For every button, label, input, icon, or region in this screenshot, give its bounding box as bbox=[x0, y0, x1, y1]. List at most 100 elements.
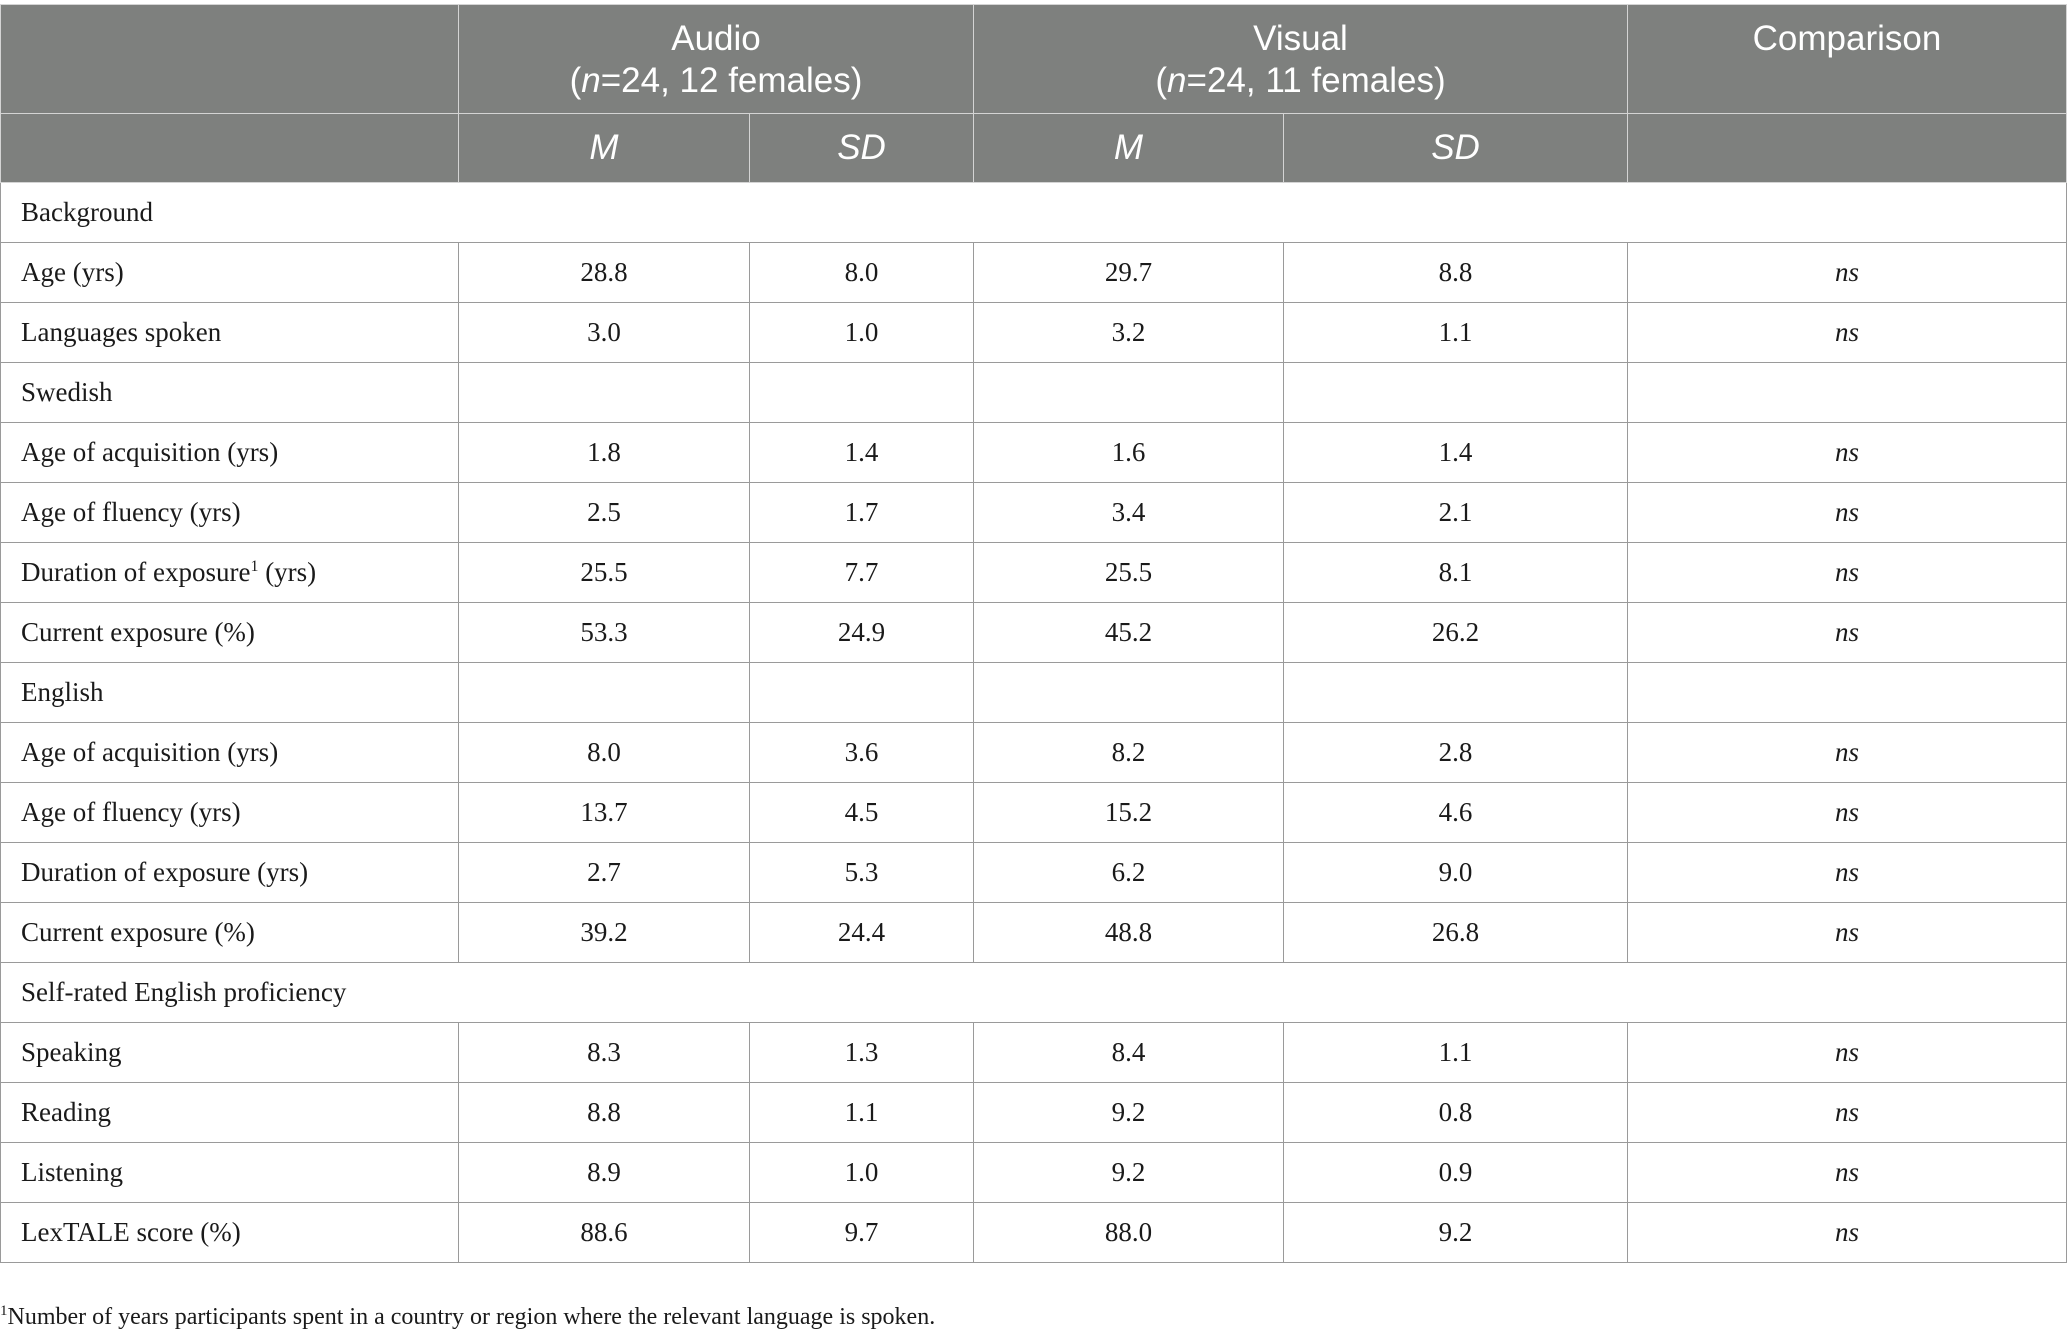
visual-sd-cell: 8.8 bbox=[1283, 242, 1628, 303]
row-label: Age of fluency (yrs) bbox=[0, 482, 459, 543]
audio-sd-cell: 9.7 bbox=[749, 1202, 974, 1263]
visual-sd-cell: 4.6 bbox=[1283, 782, 1628, 843]
table-row: Languages spoken 3.0 1.0 3.2 1.1 ns bbox=[0, 302, 2067, 363]
section-label: Swedish bbox=[0, 362, 459, 423]
audio-m-cell: 13.7 bbox=[458, 782, 750, 843]
audio-sd-cell bbox=[749, 662, 974, 723]
visual-m-cell: 3.2 bbox=[973, 302, 1284, 363]
section-label: English bbox=[0, 662, 459, 723]
comparison-cell: ns bbox=[1627, 242, 2067, 303]
comparison-cell: ns bbox=[1627, 302, 2067, 363]
audio-sd-cell bbox=[749, 362, 974, 423]
visual-m-cell: 8.2 bbox=[973, 722, 1284, 783]
audio-group-header: Audio (n=24, 12 females) bbox=[458, 4, 974, 114]
visual-sd-cell: 9.0 bbox=[1283, 842, 1628, 903]
table-row: Current exposure (%) 53.3 24.9 45.2 26.2 ns bbox=[0, 602, 2067, 663]
audio-sd-cell: 8.0 bbox=[749, 242, 974, 303]
comparison-cell: ns bbox=[1627, 1142, 2067, 1203]
comparison-cell: ns bbox=[1627, 842, 2067, 903]
audio-sd-cell: 1.3 bbox=[749, 1022, 974, 1083]
audio-m-cell: 8.9 bbox=[458, 1142, 750, 1203]
table-row: Age (yrs) 28.8 8.0 29.7 8.8 ns bbox=[0, 242, 2067, 303]
audio-sd-cell: 5.3 bbox=[749, 842, 974, 903]
participant-table: Audio (n=24, 12 females) Visual (n=24, 1… bbox=[0, 4, 2067, 1263]
visual-sd-cell: 1.1 bbox=[1283, 1022, 1628, 1083]
audio-sd-cell: 7.7 bbox=[749, 542, 974, 603]
audio-sd-cell: 1.1 bbox=[749, 1082, 974, 1143]
comparison-cell: ns bbox=[1627, 902, 2067, 963]
visual-sd-cell: 26.8 bbox=[1283, 902, 1628, 963]
table-row: Age of fluency (yrs) 13.7 4.5 15.2 4.6 ns bbox=[0, 782, 2067, 843]
visual-m-cell: 6.2 bbox=[973, 842, 1284, 903]
audio-m-cell: 2.5 bbox=[458, 482, 750, 543]
visual-title: Visual bbox=[1253, 19, 1348, 58]
audio-m-cell: 28.8 bbox=[458, 242, 750, 303]
audio-m-cell: 8.3 bbox=[458, 1022, 750, 1083]
audio-title: Audio bbox=[671, 19, 761, 58]
audio-m-cell bbox=[458, 662, 750, 723]
visual-sd-cell: 2.8 bbox=[1283, 722, 1628, 783]
comparison-header: Comparison bbox=[1627, 4, 2067, 114]
table-row: Age of acquisition (yrs) 8.0 3.6 8.2 2.8 ns bbox=[0, 722, 2067, 783]
visual-m-header: M bbox=[973, 113, 1284, 183]
audio-m-cell: 8.8 bbox=[458, 1082, 750, 1143]
row-label: Age of fluency (yrs) bbox=[0, 782, 459, 843]
visual-group-header: Visual (n=24, 11 females) bbox=[973, 4, 1628, 114]
row-label: Listening bbox=[0, 1142, 459, 1203]
table-body: Background Age (yrs) 28.8 8.0 29.7 8.8 ns Langu… bbox=[0, 182, 2067, 1263]
comparison-cell: ns bbox=[1627, 422, 2067, 483]
table-row: Listening 8.9 1.0 9.2 0.9 ns bbox=[0, 1142, 2067, 1203]
audio-sd-cell: 1.0 bbox=[749, 302, 974, 363]
visual-m-cell: 9.2 bbox=[973, 1142, 1284, 1203]
header-row: Audio (n=24, 12 females) Visual (n=24, 1… bbox=[0, 4, 2067, 114]
row-label: Duration of exposure1 (yrs) bbox=[0, 542, 459, 603]
row-label: Speaking bbox=[0, 1022, 459, 1083]
table-row: Age of fluency (yrs) 2.5 1.7 3.4 2.1 ns bbox=[0, 482, 2067, 543]
footnote: 1Number of years participants spent in a… bbox=[0, 1303, 936, 1331]
visual-m-cell: 15.2 bbox=[973, 782, 1284, 843]
visual-sd-cell: 0.8 bbox=[1283, 1082, 1628, 1143]
table-row: Speaking 8.3 1.3 8.4 1.1 ns bbox=[0, 1022, 2067, 1083]
row-label: Current exposure (%) bbox=[0, 902, 459, 963]
visual-m-cell: 45.2 bbox=[973, 602, 1284, 663]
visual-sd-cell bbox=[1283, 662, 1628, 723]
comparison-cell: ns bbox=[1627, 542, 2067, 603]
visual-sd-cell: 9.2 bbox=[1283, 1202, 1628, 1263]
section-label: Background bbox=[0, 182, 2067, 243]
header-empty-cell bbox=[0, 4, 459, 114]
visual-sd-cell: 8.1 bbox=[1283, 542, 1628, 603]
visual-m-cell: 1.6 bbox=[973, 422, 1284, 483]
row-label: Languages spoken bbox=[0, 302, 459, 363]
row-label: Current exposure (%) bbox=[0, 602, 459, 663]
comparison-subheader-empty bbox=[1627, 113, 2067, 183]
section-row: Background bbox=[0, 182, 2067, 243]
comparison-cell bbox=[1627, 362, 2067, 423]
visual-m-cell: 9.2 bbox=[973, 1082, 1284, 1143]
comparison-cell: ns bbox=[1627, 1202, 2067, 1263]
subheader-row: M SD M SD bbox=[0, 113, 2067, 183]
audio-m-cell: 53.3 bbox=[458, 602, 750, 663]
comparison-cell bbox=[1627, 662, 2067, 723]
audio-sd-cell: 24.4 bbox=[749, 902, 974, 963]
audio-m-cell: 88.6 bbox=[458, 1202, 750, 1263]
audio-m-header: M bbox=[458, 113, 750, 183]
visual-sd-cell bbox=[1283, 362, 1628, 423]
comparison-cell: ns bbox=[1627, 482, 2067, 543]
visual-m-cell: 25.5 bbox=[973, 542, 1284, 603]
audio-m-cell: 8.0 bbox=[458, 722, 750, 783]
visual-sd-cell: 1.4 bbox=[1283, 422, 1628, 483]
visual-sd-cell: 26.2 bbox=[1283, 602, 1628, 663]
visual-m-cell: 29.7 bbox=[973, 242, 1284, 303]
audio-sd-cell: 3.6 bbox=[749, 722, 974, 783]
audio-sd-header: SD bbox=[749, 113, 974, 183]
table-row: Duration of exposure1 (yrs) 25.5 7.7 25.5 8.… bbox=[0, 542, 2067, 603]
table-row: Duration of exposure (yrs) 2.7 5.3 6.2 9.0 ns bbox=[0, 842, 2067, 903]
section-label: Self-rated English proficiency bbox=[0, 962, 2067, 1023]
visual-m-cell: 3.4 bbox=[973, 482, 1284, 543]
audio-m-cell bbox=[458, 362, 750, 423]
visual-m-cell bbox=[973, 662, 1284, 723]
audio-sd-cell: 1.7 bbox=[749, 482, 974, 543]
audio-sd-cell: 1.0 bbox=[749, 1142, 974, 1203]
comparison-cell: ns bbox=[1627, 722, 2067, 783]
audio-sd-cell: 4.5 bbox=[749, 782, 974, 843]
